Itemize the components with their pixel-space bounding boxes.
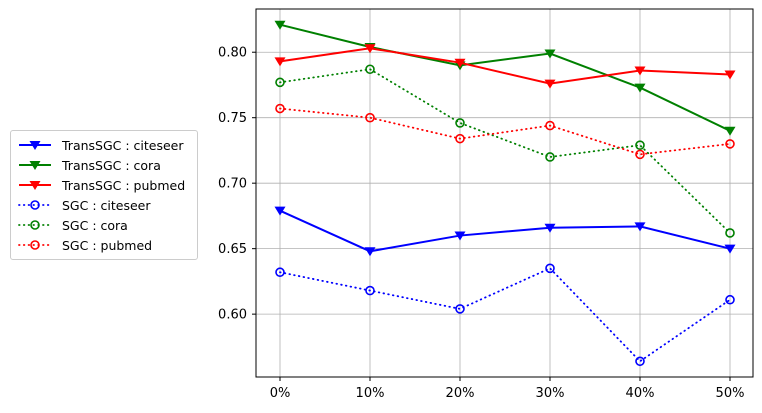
circle-marker [455, 118, 465, 128]
y-tick-label: 0.80 [218, 46, 247, 61]
x-tick-label: 0% [270, 386, 291, 401]
series-line [279, 267, 731, 363]
circle-marker [275, 103, 285, 114]
triangle-down-marker [29, 161, 41, 170]
legend-item-label: SGC : cora [62, 217, 128, 233]
series-line [279, 68, 731, 234]
circle-marker [30, 240, 40, 250]
y-tick-label: 0.65 [218, 242, 247, 257]
circle-marker [275, 77, 285, 88]
triangle-down-marker [364, 44, 376, 54]
series-line [279, 107, 731, 156]
x-tick-label: 40% [626, 386, 655, 401]
legend-dotted-line-sample [18, 200, 52, 210]
series-line [279, 209, 731, 253]
legend-solid-line-sample [19, 141, 51, 150]
legend-item-label: TransSGC : citeseer [62, 137, 184, 153]
legend-dotted-line-sample [18, 240, 52, 250]
triangle-down-marker [634, 66, 646, 76]
plot-border [255, 8, 754, 378]
triangle-down-marker [544, 223, 556, 233]
circle-marker [725, 228, 735, 238]
circle-marker [365, 64, 375, 75]
legend: TransSGC : citeseer TransSGC : cora TransS… [10, 130, 198, 260]
y-tick-label: 0.70 [218, 177, 247, 192]
legend-item-label: TransSGC : cora [62, 157, 161, 173]
x-tick-label: 30% [536, 386, 565, 401]
legend-item: SGC : pubmed [18, 235, 191, 255]
circle-marker [635, 140, 645, 150]
circle-marker [545, 263, 555, 274]
triangle-down-marker [634, 222, 646, 232]
triangle-down-marker [454, 58, 466, 68]
legend-item-label: SGC : citeseer [62, 197, 151, 213]
circle-marker [365, 285, 375, 296]
series-line [279, 47, 731, 85]
legend-solid-line-sample [19, 161, 51, 170]
legend-item: TransSGC : pubmed [18, 175, 191, 195]
y-tick-label: 0.60 [218, 308, 247, 323]
y-tick-label: 0.75 [218, 111, 247, 126]
triangle-down-marker [724, 70, 736, 80]
x-tick-label: 20% [446, 386, 475, 401]
circle-marker [635, 149, 645, 160]
x-tick-label: 10% [356, 386, 385, 401]
circle-marker [545, 120, 555, 131]
circle-marker [545, 152, 555, 162]
triangle-down-marker [274, 57, 286, 67]
triangle-down-marker [724, 244, 736, 254]
legend-dotted-line-sample [18, 220, 52, 230]
legend-item: SGC : citeseer [18, 195, 191, 215]
circle-marker [30, 220, 40, 230]
series-line [279, 23, 731, 132]
legend-item: TransSGC : cora [18, 155, 191, 175]
circle-marker [725, 294, 735, 305]
circle-marker [455, 133, 465, 144]
triangle-down-marker [274, 20, 286, 30]
circle-marker [455, 304, 465, 314]
triangle-down-marker [29, 181, 41, 190]
triangle-down-marker [364, 247, 376, 257]
triangle-down-marker [29, 141, 41, 150]
triangle-down-marker [544, 79, 556, 89]
triangle-down-marker [724, 126, 736, 136]
legend-item: TransSGC : citeseer [18, 135, 191, 155]
legend-item: SGC : cora [18, 215, 191, 235]
legend-item-label: TransSGC : pubmed [62, 177, 186, 193]
legend-item-label: SGC : pubmed [62, 237, 153, 253]
circle-marker [365, 112, 375, 123]
legend-solid-line-sample [19, 181, 51, 190]
triangle-down-marker [274, 206, 286, 216]
circle-marker [635, 356, 645, 367]
triangle-down-marker [634, 83, 646, 93]
circle-marker [275, 267, 285, 278]
triangle-down-marker [454, 231, 466, 241]
triangle-down-marker [544, 49, 556, 59]
circle-marker [725, 139, 735, 149]
x-tick-label: 50% [716, 386, 745, 401]
circle-marker [30, 200, 40, 210]
